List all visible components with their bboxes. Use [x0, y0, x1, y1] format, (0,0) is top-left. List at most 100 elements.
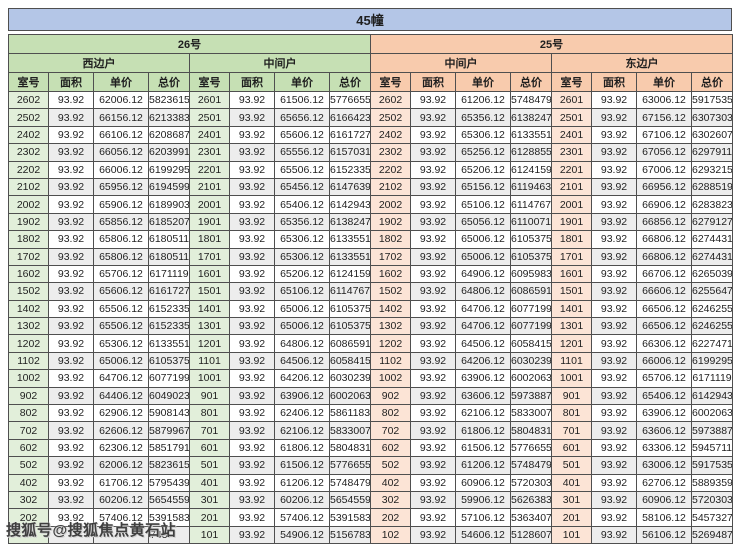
cell-area: 93.92 [410, 508, 456, 527]
cell-price: 64706.12 [93, 369, 149, 388]
cell-area: 93.92 [229, 438, 275, 458]
cell-total: 6203991 [148, 143, 190, 162]
watermark: 搜狐号@搜狐焦点黄石站 [6, 522, 177, 539]
cell-area: 93.92 [229, 525, 275, 545]
cell-room: 1201 [551, 334, 592, 353]
cell-room: 902 [8, 386, 49, 406]
table-row: 1502 93.92 65606.12 6161727 1501 93.92 65106.1… [8, 282, 733, 301]
cell-room: 1801 [189, 230, 230, 249]
cell-price: 61506.12 [274, 90, 330, 110]
cell-price: 65506.12 [93, 317, 149, 336]
table-row: 1902 93.92 65856.12 6185207 1901 93.92 65356.1… [8, 212, 733, 232]
cell-area: 93.92 [48, 195, 94, 214]
cell-area: 93.92 [229, 212, 275, 232]
cell-total: 6002063 [329, 386, 371, 406]
cell-area: 93.92 [591, 438, 637, 458]
cell-area: 93.92 [410, 212, 456, 232]
cell-total: 6208687 [148, 125, 190, 145]
cell-price: 65006.12 [93, 351, 149, 371]
cell-room: 1901 [189, 212, 230, 232]
building-header-row: 26号 25号 [8, 34, 733, 54]
cell-area: 93.92 [48, 317, 94, 336]
cell-total: 6077199 [148, 369, 190, 388]
cell-area: 93.92 [229, 473, 275, 492]
cell-price: 65456.12 [274, 177, 330, 197]
cell-area: 93.92 [410, 404, 456, 423]
cell-price: 64506.12 [455, 334, 511, 353]
table-row: 402 93.92 61706.12 5795439 401 93.92 61206.12 5… [8, 473, 733, 492]
cell-room: 401 [189, 473, 230, 492]
cell-area: 93.92 [591, 369, 637, 388]
cell-area: 93.92 [410, 490, 456, 510]
column-header-price: 单价 [274, 72, 330, 92]
cell-total: 6138247 [329, 212, 371, 232]
table-row: 1702 93.92 65806.12 6180511 1701 93.92 65306.1… [8, 247, 733, 266]
column-header-room: 室号 [189, 72, 230, 92]
cell-area: 93.92 [229, 299, 275, 319]
cell-room: 2301 [551, 143, 592, 162]
cell-total: 5833007 [510, 404, 552, 423]
cell-room: 1402 [370, 299, 411, 319]
cell-room: 402 [8, 473, 49, 492]
cell-area: 93.92 [229, 369, 275, 388]
cell-room: 1202 [8, 334, 49, 353]
cell-price: 60206.12 [93, 490, 149, 510]
cell-total: 6002063 [510, 369, 552, 388]
cell-total: 6185207 [148, 212, 190, 232]
cell-price: 65106.12 [274, 282, 330, 301]
cell-total: 6283823 [691, 195, 733, 214]
cell-price: 65306.12 [93, 334, 149, 353]
cell-room: 1001 [551, 369, 592, 388]
cell-price: 61206.12 [455, 90, 511, 110]
cell-total: 6297911 [691, 143, 733, 162]
cell-room: 702 [8, 421, 49, 440]
cell-price: 65706.12 [636, 369, 692, 388]
cell-total: 6110071 [510, 212, 552, 232]
cell-total: 5748479 [510, 456, 552, 475]
cell-price: 63906.12 [455, 369, 511, 388]
cell-area: 93.92 [591, 108, 637, 127]
cell-room: 1201 [189, 334, 230, 353]
cell-price: 65006.12 [455, 230, 511, 249]
cell-total: 5833007 [329, 421, 371, 440]
cell-area: 93.92 [410, 143, 456, 162]
cell-area: 93.92 [48, 351, 94, 371]
cell-room: 802 [370, 404, 411, 423]
table-row: 202 93.92 57406.12 5391583 201 93.92 57406.12 5… [8, 508, 733, 527]
cell-area: 93.92 [410, 299, 456, 319]
cell-price: 65206.12 [455, 160, 511, 179]
cell-price: 57406.12 [93, 508, 149, 527]
cell-area: 93.92 [48, 456, 94, 475]
cell-total: 6133551 [329, 230, 371, 249]
cell-price: 58106.12 [636, 508, 692, 527]
cell-total: 5654559 [329, 490, 371, 510]
column-header-total: 总价 [510, 72, 552, 92]
cell-total: 5654559 [148, 490, 190, 510]
cell-room: 1102 [370, 351, 411, 371]
cell-room: 2601 [551, 90, 592, 110]
cell-total: 5804831 [510, 421, 552, 440]
cell-price: 64706.12 [455, 299, 511, 319]
cell-room: 2302 [370, 143, 411, 162]
cell-room: 1101 [551, 351, 592, 371]
cell-price: 56106.12 [636, 525, 692, 545]
cell-area: 93.92 [410, 317, 456, 336]
table-row: 2402 93.92 66106.12 6208687 2401 93.92 65606.1… [8, 125, 733, 145]
column-header-total: 总价 [148, 72, 190, 92]
cell-area: 93.92 [48, 90, 94, 110]
cell-total: 6180511 [148, 230, 190, 249]
cell-area: 93.92 [229, 177, 275, 197]
column-header-area: 面积 [48, 72, 94, 92]
cell-room: 902 [370, 386, 411, 406]
cell-price: 65006.12 [274, 317, 330, 336]
column-header-area: 面积 [591, 72, 637, 92]
page-title: 45幢 [356, 13, 384, 28]
cell-area: 93.92 [591, 282, 637, 301]
cell-total: 6288519 [691, 177, 733, 197]
cell-total: 6086591 [329, 334, 371, 353]
column-header-room: 室号 [551, 72, 592, 92]
unit-header: 东边户 [551, 53, 733, 73]
cell-area: 93.92 [410, 421, 456, 440]
cell-total: 6265039 [691, 264, 733, 284]
cell-room: 301 [551, 490, 592, 510]
